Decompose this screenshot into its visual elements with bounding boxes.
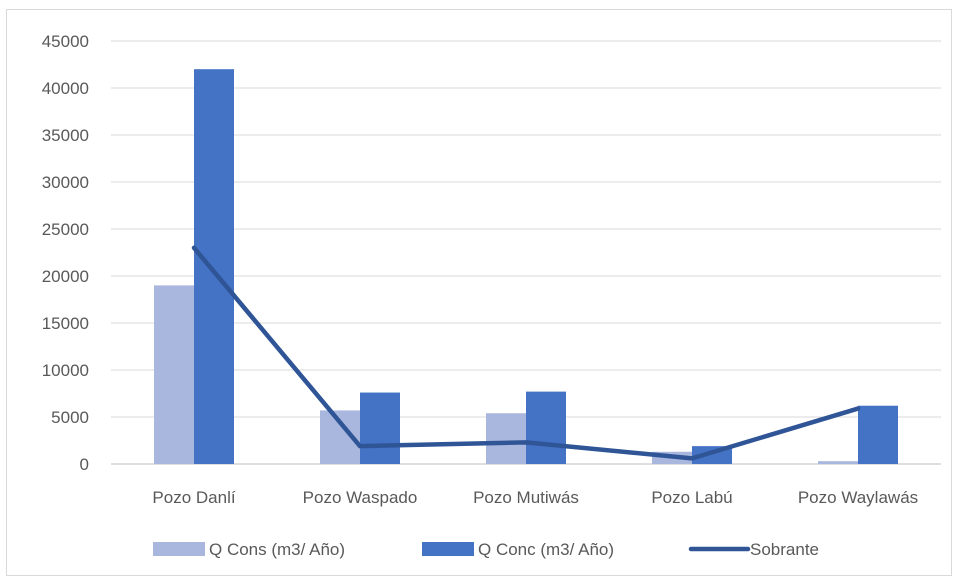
y-tick-label: 5000 [51, 408, 89, 427]
x-tick-label: Pozo Labú [651, 488, 732, 507]
bar-q-conc [858, 405, 898, 464]
bar-q-conc [360, 392, 400, 464]
bar-q-cons [818, 461, 858, 464]
y-tick-label: 35000 [42, 126, 89, 145]
y-tick-label: 25000 [42, 220, 89, 239]
bar-q-cons [154, 285, 194, 464]
y-tick-label: 20000 [42, 267, 89, 286]
line-series [191, 245, 861, 461]
x-tick-label: Pozo Danlí [152, 488, 235, 507]
x-tick-label: Pozo Mutiwás [473, 488, 579, 507]
y-tick-label: 15000 [42, 314, 89, 333]
x-tick-label: Pozo Waspado [303, 488, 418, 507]
bar-q-conc [194, 69, 234, 464]
y-tick-label: 0 [80, 455, 89, 474]
legend-swatch [422, 542, 474, 556]
bar-q-cons [486, 413, 526, 464]
gridlines [111, 40, 941, 465]
legend-label: Q Cons (m3/ Año) [209, 540, 345, 559]
legend-swatch [153, 542, 205, 556]
x-axis-ticks: Pozo Danlí Pozo Waspado Pozo Mutiwás Pozo L… [152, 488, 918, 507]
y-tick-label: 45000 [42, 32, 89, 51]
y-axis-ticks: 0 5000 10000 15000 20000 25000 30000 35000 40000… [42, 32, 89, 474]
bars [154, 69, 898, 464]
bar-q-conc [526, 391, 566, 464]
y-tick-label: 10000 [42, 361, 89, 380]
legend-label: Sobrante [750, 540, 819, 559]
legend: Q Cons (m3/ Año) Q Conc (m3/ Año) Sobrante [153, 540, 819, 559]
legend-label: Q Conc (m3/ Año) [478, 540, 614, 559]
x-tick-label: Pozo Waylawás [798, 488, 918, 507]
y-tick-label: 30000 [42, 173, 89, 192]
y-tick-label: 40000 [42, 79, 89, 98]
